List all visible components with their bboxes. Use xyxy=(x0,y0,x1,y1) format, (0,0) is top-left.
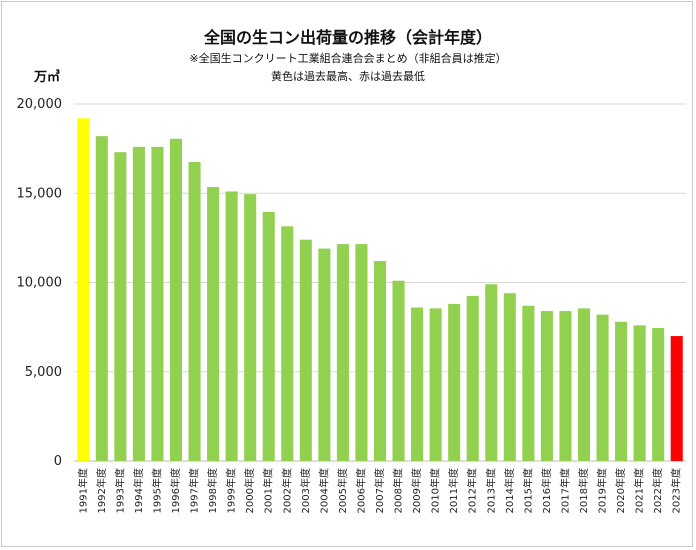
bar-2021年度 xyxy=(633,325,646,461)
x-tick-label: 2019年度 xyxy=(596,468,609,513)
x-tick-label: 2023年度 xyxy=(670,468,683,513)
x-tick-label: 2020年度 xyxy=(614,468,627,513)
x-tick-label: 1997年度 xyxy=(188,468,201,513)
x-tick-label: 1995年度 xyxy=(150,468,163,513)
bar-1996年度 xyxy=(169,138,183,461)
x-tick-label: 2011年度 xyxy=(447,468,460,513)
x-tick-label: 2009年度 xyxy=(410,468,423,513)
bar-2018年度 xyxy=(577,308,591,461)
bar-1994年度 xyxy=(132,146,145,461)
bar-2015年度 xyxy=(522,305,535,461)
x-tick-label: 2003年度 xyxy=(299,468,312,513)
bar-1998年度 xyxy=(207,187,220,461)
x-tick-label: 2014年度 xyxy=(503,468,516,513)
bar-1995年度 xyxy=(151,146,164,461)
x-tick-label: 2021年度 xyxy=(633,468,646,513)
bar-2005年度 xyxy=(336,244,349,461)
x-tick-label: 2022年度 xyxy=(651,468,664,513)
bar-2016年度 xyxy=(540,311,553,461)
x-tick-label: 2006年度 xyxy=(354,468,367,513)
x-tick-label: 2010年度 xyxy=(429,468,442,513)
x-tick-label: 2004年度 xyxy=(317,468,330,513)
x-tick-label: 2018年度 xyxy=(577,468,590,513)
x-tick-label: 2012年度 xyxy=(466,468,479,513)
bar-2017年度 xyxy=(559,311,572,461)
bar-2023年度 xyxy=(670,336,683,461)
y-axis-unit-label: 万㎥ xyxy=(34,70,61,85)
x-tick-label: 1994年度 xyxy=(132,468,145,513)
bar-2002年度 xyxy=(281,226,294,461)
x-tick-label: 2013年度 xyxy=(484,468,497,513)
x-tick-label: 1993年度 xyxy=(113,468,126,513)
x-tick-label: 2017年度 xyxy=(558,468,571,513)
chart-note: 黄色は過去最高、赤は過去最低 xyxy=(271,70,425,83)
x-tick-label: 1991年度 xyxy=(76,468,89,513)
bar-2012年度 xyxy=(466,295,479,461)
bar-1999年度 xyxy=(225,191,238,461)
chart-subtitle: ※全国生コンクリート工業組合連合会まとめ（非組合員は推定） xyxy=(189,52,507,65)
bar-2011年度 xyxy=(448,303,461,461)
bar-2001年度 xyxy=(262,211,275,461)
x-tick-labels: 1991年度 1992年度 1993年度 1994年度 1995年度 1996年度 1997… xyxy=(76,468,682,513)
x-tick-label: 1999年度 xyxy=(225,468,238,513)
bar-2013年度 xyxy=(485,284,498,461)
bar-1997年度 xyxy=(188,162,201,461)
bar-2006年度 xyxy=(355,244,368,461)
y-tick-label: 10,000 xyxy=(17,276,63,291)
x-tick-label: 2007年度 xyxy=(373,468,386,513)
y-tick-label: 0 xyxy=(54,454,62,469)
x-tick-label: 2016年度 xyxy=(540,468,553,513)
chart-title: 全国の生コン出荷量の推移（会計年度） xyxy=(203,28,492,47)
bar-2003年度 xyxy=(299,239,312,461)
bar-2019年度 xyxy=(596,314,609,461)
x-tick-label: 2002年度 xyxy=(280,468,293,513)
bar-2008年度 xyxy=(392,280,405,461)
bar-2022年度 xyxy=(652,328,665,461)
x-tick-label: 2000年度 xyxy=(243,468,256,513)
bar-1993年度 xyxy=(114,152,127,461)
bar-2004年度 xyxy=(318,248,331,461)
bar-2000年度 xyxy=(244,194,257,461)
y-tick-label: 15,000 xyxy=(17,186,63,201)
bar-2009年度 xyxy=(411,307,424,461)
bar-2020年度 xyxy=(615,321,628,461)
bar-2014年度 xyxy=(503,293,516,461)
x-tick-label: 1998年度 xyxy=(206,468,219,513)
x-tick-label: 2008年度 xyxy=(392,468,405,513)
bar-2007年度 xyxy=(373,261,387,461)
x-tick-label: 2015年度 xyxy=(521,468,534,513)
y-tick-labels: 0 5,000 10,000 15,000 20,000 xyxy=(17,97,63,469)
bar-1992年度 xyxy=(95,136,108,461)
y-tick-label: 5,000 xyxy=(25,365,62,380)
bars xyxy=(77,118,683,461)
bar-1991年度 xyxy=(77,118,90,461)
x-tick-label: 2001年度 xyxy=(262,468,275,513)
bar-2010年度 xyxy=(429,308,442,461)
x-tick-label: 1996年度 xyxy=(169,468,182,513)
x-tick-label: 2005年度 xyxy=(336,468,349,513)
y-tick-label: 20,000 xyxy=(17,97,63,112)
x-tick-label: 1992年度 xyxy=(95,468,108,513)
